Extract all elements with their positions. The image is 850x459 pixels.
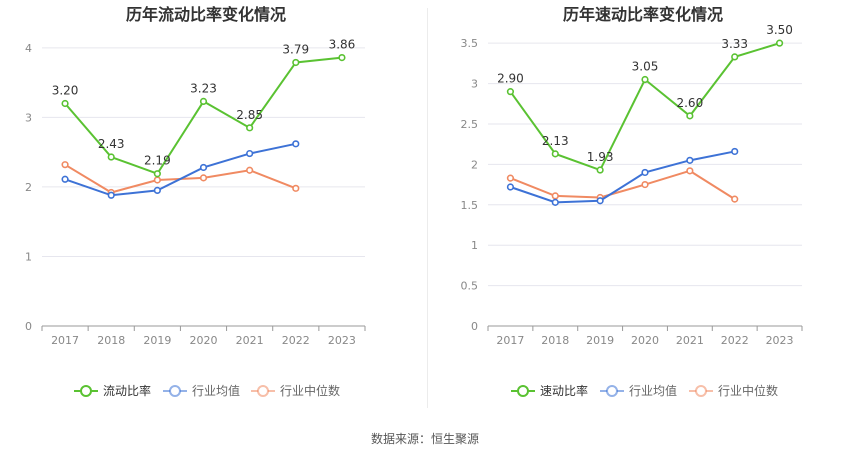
- chart0-series-2-point: [199, 174, 208, 182]
- chart0-xtick-label: 2020: [190, 334, 218, 347]
- chart1-xtick-label: 2022: [721, 334, 749, 347]
- chart0-xtick-label: 2019: [143, 334, 171, 347]
- chart1-data-label: 3.33: [721, 37, 748, 51]
- chart1-ytick-label: 1: [471, 239, 478, 252]
- chart0-series-1-line: [64, 142, 296, 197]
- chart1-data-label: 2.60: [676, 96, 703, 110]
- chart0-series-1-point: [107, 191, 115, 199]
- chart0-legend-label-1: 行业均值: [192, 383, 240, 398]
- chart0-series-1-point: [199, 163, 208, 172]
- chart1-data-label: 3.05: [632, 60, 659, 74]
- chart0-series-2-point: [61, 161, 69, 169]
- chart1-data-label: 1.93: [587, 150, 614, 164]
- chart0-xtick-label: 2023: [328, 334, 356, 347]
- chart-divider: [427, 8, 428, 408]
- chart0-data-label: 2.19: [144, 154, 171, 168]
- chart0-ytick-label: 4: [25, 42, 32, 55]
- chart1-ytick-label: 0.5: [461, 280, 479, 293]
- chart0-ytick-label: 3: [25, 111, 32, 124]
- chart0-data-label: 3.23: [190, 81, 217, 95]
- chart1-series-2-point: [686, 167, 694, 175]
- chart1-series-1-line: [510, 150, 735, 204]
- chart0-ytick-label: 0: [25, 320, 32, 333]
- chart1-legend-marker-2[interactable]: [695, 385, 707, 397]
- chart0-series-0-line: [64, 56, 343, 175]
- chart1-series-1-point: [641, 168, 649, 177]
- chart1-xtick-label: 2017: [496, 334, 524, 347]
- chart0-legend-marker-1[interactable]: [169, 385, 181, 397]
- chart1-xtick-label: 2023: [766, 334, 794, 347]
- chart1-series-2-point: [731, 195, 739, 203]
- chart0-xtick-label: 2021: [236, 334, 264, 347]
- chart0-series-1-point: [292, 140, 300, 148]
- chart1-xtick-label: 2018: [541, 334, 569, 347]
- chart1-legend-label-0: 速动比率: [540, 383, 588, 398]
- chart0-series-2-point: [153, 176, 161, 184]
- chart1-series-0-point: [731, 53, 739, 61]
- chart1-ytick-label: 1.5: [461, 199, 479, 212]
- chart1-xtick-label: 2019: [586, 334, 614, 347]
- chart0-data-label: 3.20: [52, 83, 79, 97]
- chart1-xtick-label: 2020: [631, 334, 659, 347]
- chart0-data-label: 3.79: [282, 42, 309, 56]
- chart1-ytick-label: 3: [471, 78, 478, 91]
- chart1-ytick-label: 0: [471, 320, 478, 333]
- chart0-series-2-point: [292, 184, 300, 192]
- chart1-legend-label-1: 行业均值: [629, 383, 677, 398]
- chart1-xtick-label: 2021: [676, 334, 704, 347]
- chart0-data-label: 3.86: [329, 38, 356, 52]
- chart1-series-0-point: [506, 88, 515, 96]
- chart0-data-label: 2.43: [98, 137, 125, 151]
- chart1-series-1-point: [506, 183, 515, 191]
- chart0-legend-marker-0[interactable]: [80, 385, 92, 397]
- chart0-series-1-point: [61, 175, 69, 183]
- chart1-series-0-point: [641, 75, 649, 84]
- chart0-ytick-label: 1: [25, 250, 32, 263]
- chart1-legend-label-2: 行业中位数: [718, 383, 778, 398]
- chart1-series-1-point: [686, 156, 694, 164]
- chart0-series-1-point: [246, 149, 254, 158]
- chart0-series-2-point: [246, 166, 254, 174]
- chart1-series-2-point: [551, 192, 559, 200]
- chart0-legend-label-0: 流动比率: [103, 383, 151, 398]
- chart1-data-label: 3.50: [766, 23, 793, 37]
- chart1-series-1-point: [731, 147, 739, 156]
- chart1-series-0-point: [775, 39, 784, 47]
- chart0-title: 历年流动比率变化情况: [126, 5, 286, 24]
- chart0-legend-marker-2[interactable]: [257, 385, 269, 397]
- chart1-series-0-point: [551, 150, 559, 158]
- chart1-series-0-point: [596, 166, 604, 174]
- chart1-legend-marker-0[interactable]: [517, 385, 529, 397]
- chart0-series-0-point: [199, 97, 208, 106]
- chart1-series-2-line: [510, 169, 736, 200]
- chart0-series-0-point: [153, 170, 161, 178]
- chart1-ytick-label: 3.5: [461, 37, 479, 50]
- chart0-series-0-point: [338, 53, 346, 62]
- chart1-ytick-label: 2.5: [461, 118, 479, 131]
- chart0-xtick-label: 2017: [51, 334, 79, 347]
- chart1-data-label: 2.90: [497, 72, 524, 86]
- chart0-series-0-point: [246, 124, 254, 132]
- chart1-series-2-point: [641, 180, 649, 189]
- chart0-legend-label-2: 行业中位数: [280, 383, 340, 398]
- chart1-series-1-point: [551, 198, 559, 206]
- chart1-legend-marker-1[interactable]: [606, 385, 618, 397]
- chart0-data-label: 2.85: [236, 108, 263, 122]
- chart0-series-0-point: [292, 58, 300, 67]
- chart0-xtick-label: 2022: [282, 334, 310, 347]
- data-source-note: 数据来源：恒生聚源: [370, 432, 479, 446]
- chart0-series-0-point: [61, 99, 69, 108]
- chart0-series-1-point: [153, 186, 161, 195]
- chart1-series-1-point: [596, 197, 604, 205]
- chart1-ytick-label: 2: [471, 158, 478, 171]
- chart0-series-0-point: [107, 153, 115, 161]
- chart0-ytick-label: 2: [25, 181, 32, 194]
- chart1-title: 历年速动比率变化情况: [563, 5, 723, 24]
- chart1-series-2-point: [506, 174, 515, 182]
- chart0-xtick-label: 2018: [97, 334, 125, 347]
- chart1-data-label: 2.13: [542, 134, 569, 148]
- chart1-series-0-point: [686, 112, 694, 120]
